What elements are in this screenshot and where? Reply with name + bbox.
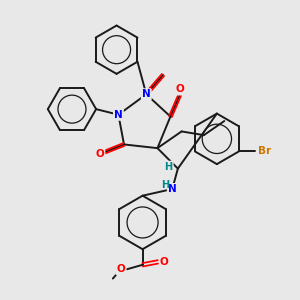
Text: O: O xyxy=(160,257,169,267)
Text: H: H xyxy=(164,162,172,172)
Text: H: H xyxy=(161,180,169,190)
Text: O: O xyxy=(117,264,125,274)
Text: O: O xyxy=(175,84,184,94)
Text: Br: Br xyxy=(258,146,271,157)
Text: N: N xyxy=(168,184,177,194)
Text: N: N xyxy=(114,110,123,120)
Text: N: N xyxy=(142,89,151,99)
Text: O: O xyxy=(95,149,104,159)
